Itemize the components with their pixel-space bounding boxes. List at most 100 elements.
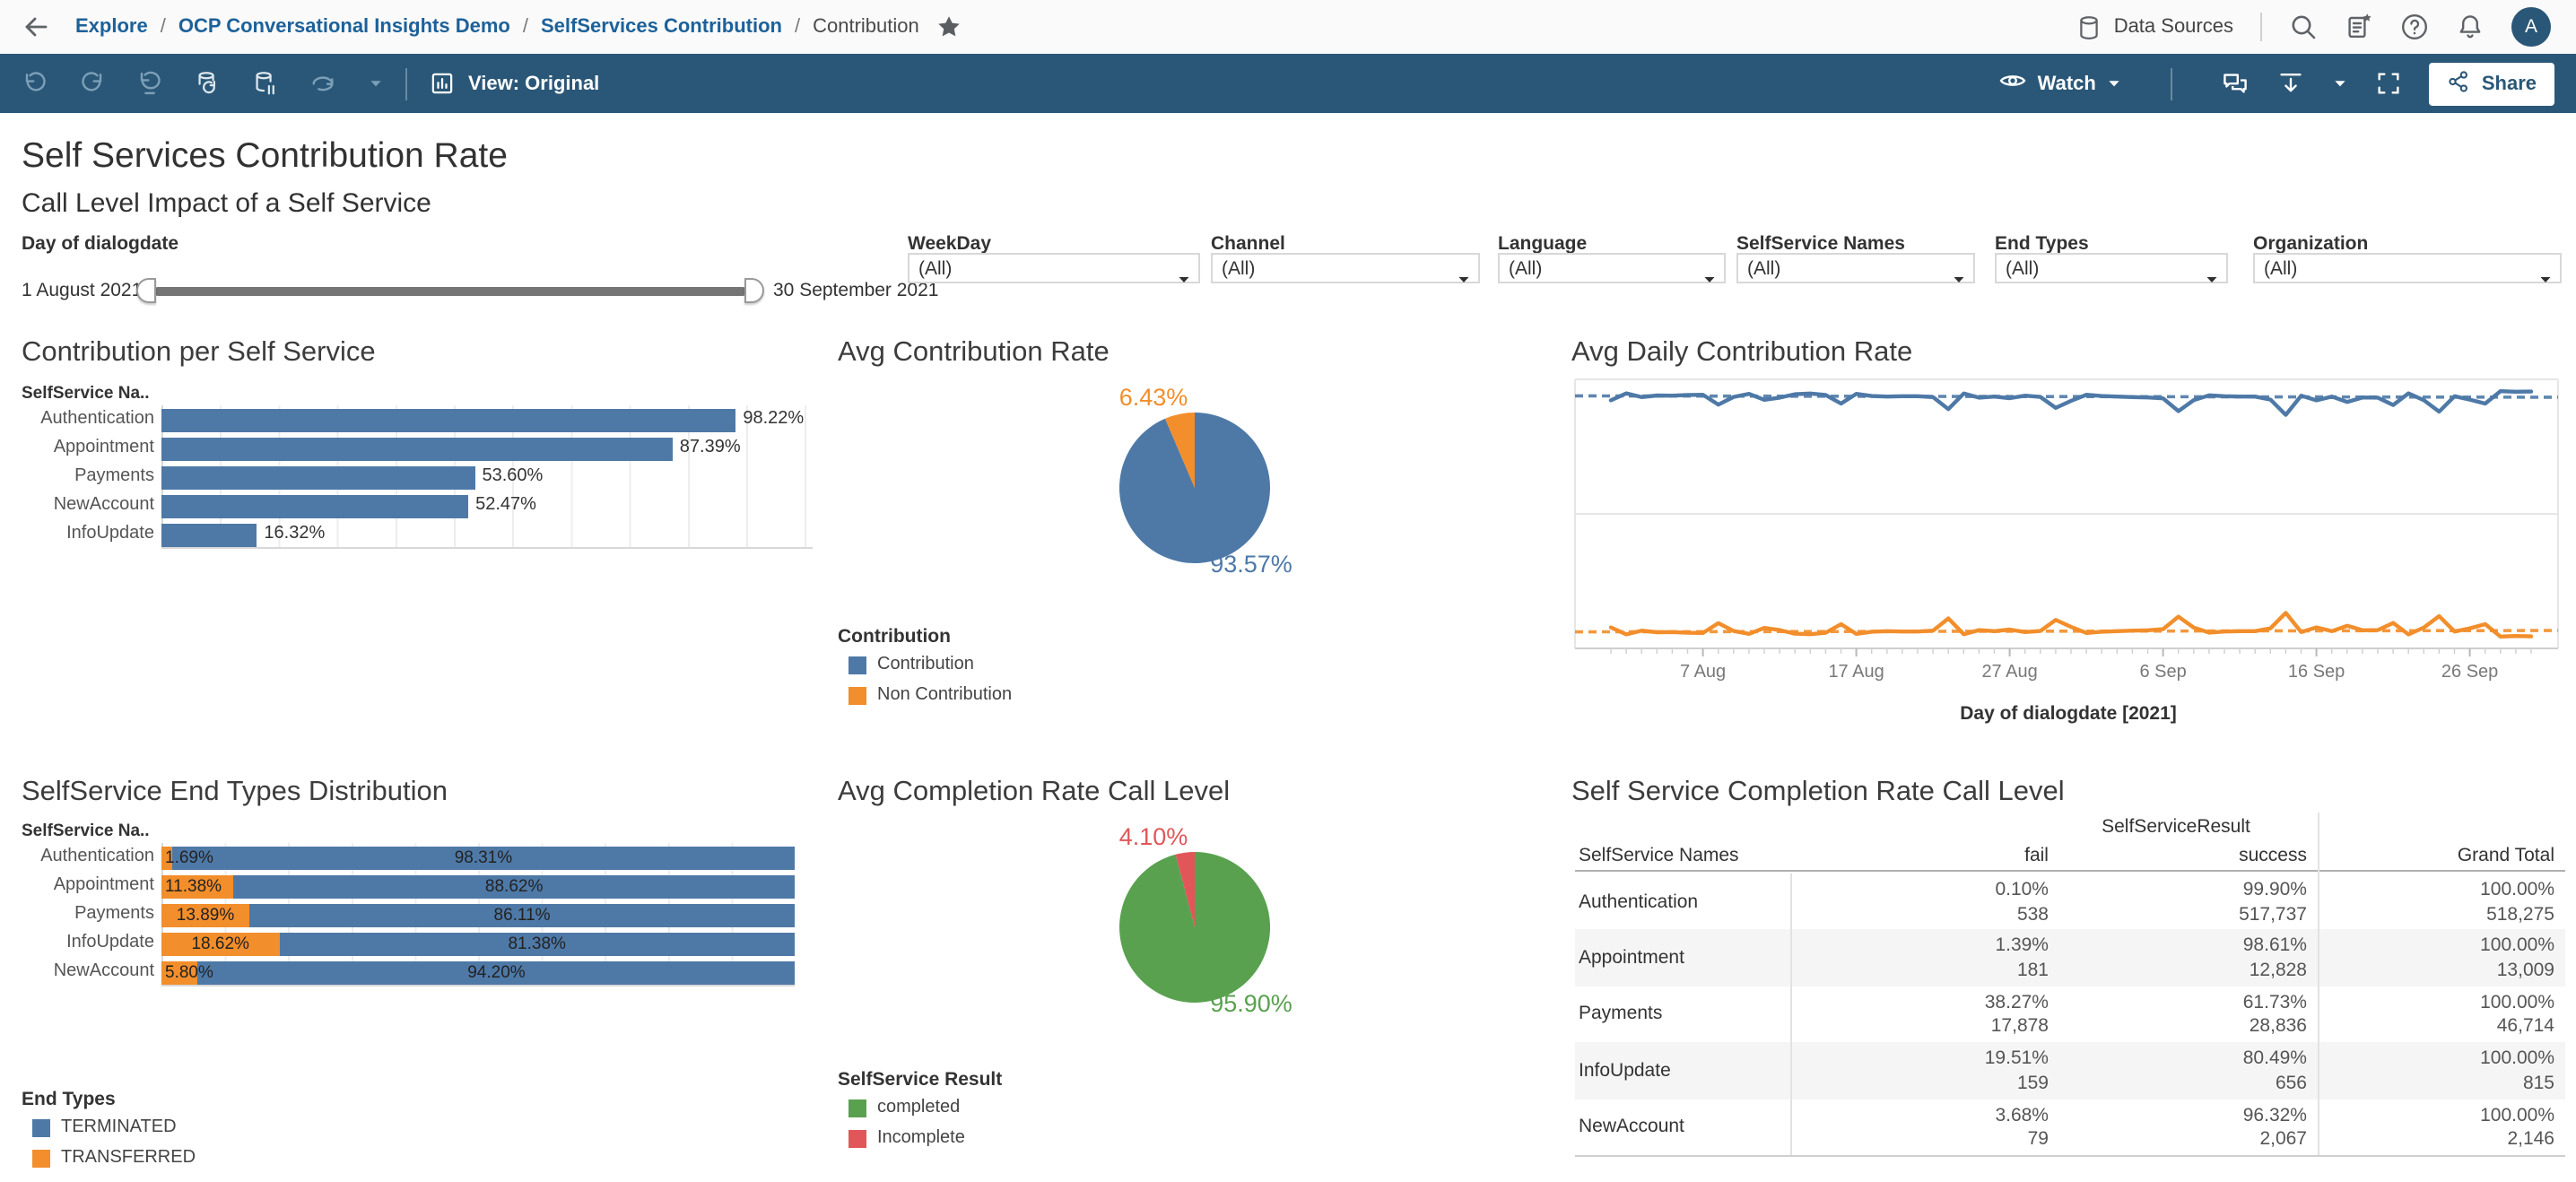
pause-updates-icon[interactable] xyxy=(251,70,278,97)
legend-item-completed[interactable]: completed xyxy=(849,1098,960,1117)
table-cell-count[interactable]: 12,828 xyxy=(2249,959,2307,981)
segment-transferred[interactable] xyxy=(161,960,198,984)
comments-icon[interactable] xyxy=(2222,69,2250,98)
table-cell-pct[interactable]: 3.68% xyxy=(1995,1104,2049,1126)
bar-mark[interactable] xyxy=(161,408,736,431)
data-sources-button[interactable]: Data Sources xyxy=(2076,13,2233,40)
segment-transferred[interactable] xyxy=(161,932,280,955)
table-cell-pct[interactable]: 100.00% xyxy=(2480,934,2554,957)
download-caret-icon[interactable] xyxy=(2333,75,2349,91)
filter-dropdown-weekday[interactable]: (All) xyxy=(908,253,1200,283)
legend-item-transferred[interactable]: TRANSFERRED xyxy=(32,1148,196,1168)
refresh-data-icon[interactable] xyxy=(194,70,221,97)
bar-mark[interactable] xyxy=(161,465,475,489)
table-cell-pct[interactable]: 98.61% xyxy=(2242,934,2307,957)
share-button[interactable]: Share xyxy=(2429,62,2554,105)
segment-transferred[interactable] xyxy=(161,846,172,869)
breadcrumb-item-3[interactable]: SelfServices Contribution xyxy=(541,16,782,38)
breadcrumb-item-1[interactable]: Explore xyxy=(75,16,148,38)
line-series-non-contribution[interactable] xyxy=(1608,611,2534,639)
table-cell-pct[interactable]: 0.10% xyxy=(1995,879,2049,900)
table-cell-count[interactable]: 159 xyxy=(2016,1072,2049,1094)
stacked-row-infoupdate[interactable]: InfoUpdate 18.62% 81.38% xyxy=(22,929,820,958)
bar-row-authentication[interactable]: Authentication 98.22% xyxy=(22,405,820,434)
table-cell-count[interactable]: 17,878 xyxy=(1990,1015,2049,1038)
filter-dropdown-channel[interactable]: (All) xyxy=(1211,253,1480,283)
fullscreen-icon[interactable] xyxy=(2376,70,2403,97)
help-icon[interactable] xyxy=(2400,13,2429,41)
table-row-appointment[interactable]: Appointment 1.39% 181 98.61% 12,828 100.00% 13… xyxy=(1575,929,2565,986)
table-cell-pct[interactable]: 99.90% xyxy=(2242,879,2307,900)
segment-terminated[interactable] xyxy=(279,932,795,955)
stacked-row-payments[interactable]: Payments 13.89% 86.11% xyxy=(22,900,820,929)
pie-slice-incomplete[interactable] xyxy=(1175,852,1195,927)
table-cell-count[interactable]: 2,146 xyxy=(2507,1128,2554,1151)
table-cell-pct[interactable]: 61.73% xyxy=(2242,991,2307,1013)
table-cell-pct[interactable]: 80.49% xyxy=(2242,1047,2307,1070)
view-label[interactable]: View: Original xyxy=(468,73,600,94)
filter-dropdown-language[interactable]: (All) xyxy=(1498,253,1726,283)
legend-item-non-contribution[interactable]: Non Contribution xyxy=(849,685,1012,705)
table-cell-pct[interactable]: 100.00% xyxy=(2480,879,2554,900)
view-icon[interactable] xyxy=(429,70,456,97)
table-row-newaccount[interactable]: NewAccount 3.68% 79 96.32% 2,067 100.00% 2,146 xyxy=(1575,1099,2565,1155)
segment-transferred[interactable] xyxy=(161,903,250,926)
notifications-bell-icon[interactable] xyxy=(2456,13,2485,41)
filter-dropdown-selfservice-names[interactable]: (All) xyxy=(1736,253,1975,283)
legend-item-incomplete[interactable]: Incomplete xyxy=(849,1128,965,1148)
segment-terminated[interactable] xyxy=(249,903,795,926)
segment-terminated[interactable] xyxy=(171,846,795,869)
table-cell-count[interactable]: 656 xyxy=(2275,1072,2307,1094)
table-cell-pct[interactable]: 100.00% xyxy=(2480,1104,2554,1126)
segment-terminated[interactable] xyxy=(197,960,795,984)
table-cell-count[interactable]: 28,836 xyxy=(2249,1015,2307,1038)
bar-mark[interactable] xyxy=(161,437,673,460)
bar-mark[interactable] xyxy=(161,523,257,546)
bar-row-infoupdate[interactable]: InfoUpdate 16.32% xyxy=(22,520,820,549)
run-update-caret-icon[interactable] xyxy=(368,75,384,91)
redo-icon[interactable] xyxy=(79,70,106,97)
table-cell-pct[interactable]: 38.27% xyxy=(1984,991,2049,1013)
table-cell-count[interactable]: 538 xyxy=(2016,903,2049,925)
breadcrumb-item-2[interactable]: OCP Conversational Insights Demo xyxy=(178,16,510,38)
legend-item-contribution[interactable]: Contribution xyxy=(849,655,974,674)
segment-terminated[interactable] xyxy=(233,874,795,898)
legend-item-terminated[interactable]: TERMINATED xyxy=(32,1117,177,1137)
filter-dropdown-organization[interactable]: (All) xyxy=(2253,253,2562,283)
filter-dropdown-end-types[interactable]: (All) xyxy=(1995,253,2228,283)
bar-row-newaccount[interactable]: NewAccount 52.47% xyxy=(22,491,820,520)
revert-icon[interactable] xyxy=(136,70,163,97)
search-icon[interactable] xyxy=(2289,13,2318,41)
download-icon[interactable] xyxy=(2277,69,2306,98)
line-series-contribution[interactable] xyxy=(1608,389,2534,417)
user-avatar[interactable]: A xyxy=(2511,7,2551,47)
table-cell-pct[interactable]: 100.00% xyxy=(2480,1047,2554,1070)
bar-row-payments[interactable]: Payments 53.60% xyxy=(22,463,820,491)
back-arrow-icon[interactable] xyxy=(22,13,50,41)
pie-slice-non-contribution[interactable] xyxy=(1164,413,1195,488)
date-range-slider-handle-right[interactable] xyxy=(744,278,764,303)
table-cell-count[interactable]: 517,737 xyxy=(2239,903,2307,925)
run-update-icon[interactable] xyxy=(309,70,337,97)
segment-transferred[interactable] xyxy=(161,874,234,898)
bar-mark[interactable] xyxy=(161,494,469,517)
table-row-payments[interactable]: Payments 38.27% 17,878 61.73% 28,836 100.00% 4… xyxy=(1575,986,2565,1043)
pie-slice-completed[interactable] xyxy=(1119,852,1271,1003)
undo-icon[interactable] xyxy=(22,70,48,97)
table-cell-pct[interactable]: 100.00% xyxy=(2480,991,2554,1013)
table-cell-count[interactable]: 46,714 xyxy=(2496,1015,2554,1038)
table-cell-count[interactable]: 518,275 xyxy=(2486,903,2554,925)
table-cell-count[interactable]: 13,009 xyxy=(2496,959,2554,981)
favorite-star-icon[interactable] xyxy=(937,14,962,39)
date-range-slider-handle-left[interactable] xyxy=(136,278,156,303)
table-cell-count[interactable]: 79 xyxy=(2027,1128,2049,1151)
stacked-row-newaccount[interactable]: NewAccount 5.80% 94.20% xyxy=(22,958,820,986)
stacked-row-appointment[interactable]: Appointment 11.38% 88.62% xyxy=(22,872,820,900)
date-range-slider-track[interactable] xyxy=(154,287,746,296)
table-cell-pct[interactable]: 19.51% xyxy=(1984,1047,2049,1070)
table-cell-pct[interactable]: 96.32% xyxy=(2242,1104,2307,1126)
table-cell-count[interactable]: 2,067 xyxy=(2259,1128,2307,1151)
stacked-row-authentication[interactable]: Authentication 1.69% 98.31% xyxy=(22,843,820,872)
table-row-infoupdate[interactable]: InfoUpdate 19.51% 159 80.49% 656 100.00% 815 xyxy=(1575,1042,2565,1099)
pie-slice-contribution[interactable] xyxy=(1118,413,1270,563)
